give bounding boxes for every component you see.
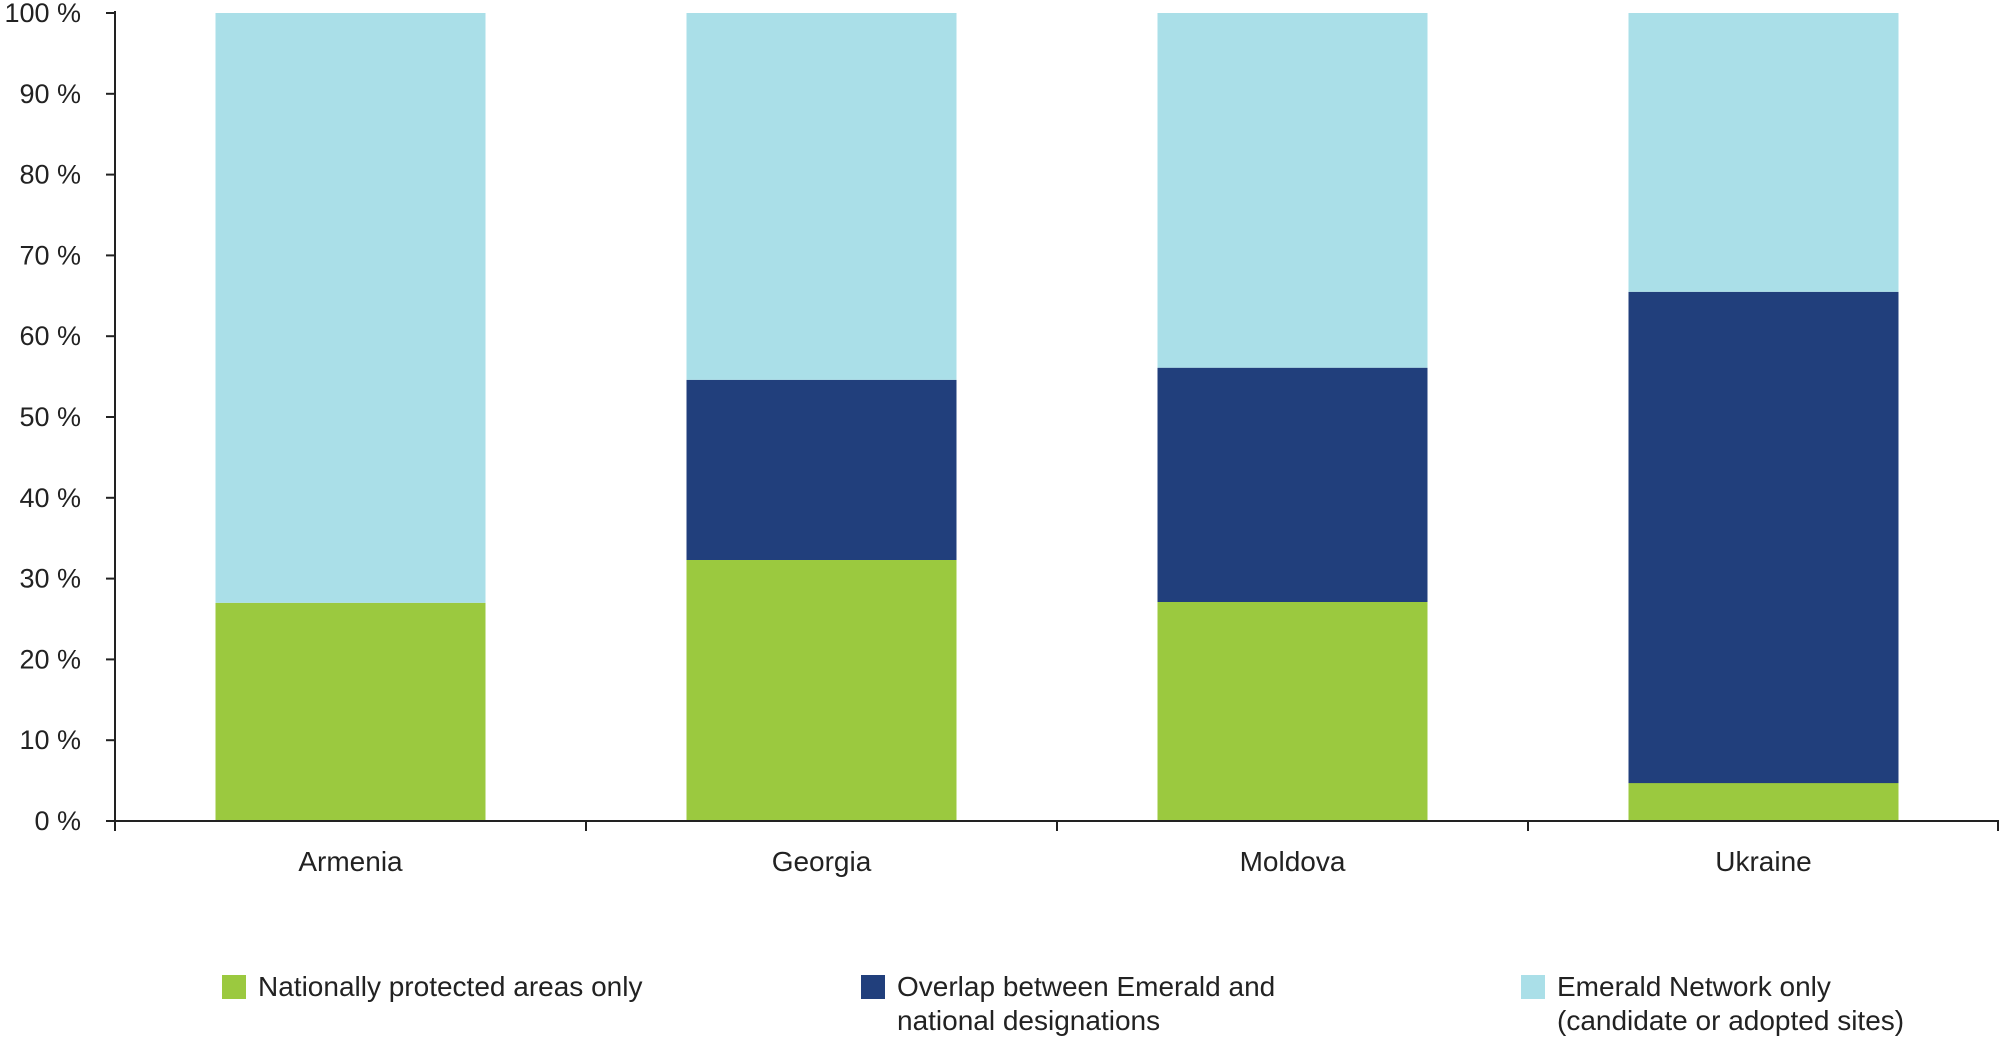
legend-item: Overlap between Emerald and national desi… (861, 970, 1275, 1038)
legend-label-line: (candidate or adopted sites) (1557, 1005, 1905, 1036)
category-label: Georgia (772, 846, 872, 877)
legend-label: Overlap between Emerald and national desi… (897, 970, 1275, 1038)
legend-label: Emerald Network only (candidate or adopte… (1557, 970, 1904, 1038)
y-tick-label: 70 % (19, 240, 81, 270)
bar-moldova-series-0 (1157, 602, 1428, 821)
legend-item: Nationally protected areas only (222, 970, 642, 1004)
bar-ukraine-series-2 (1628, 13, 1899, 292)
legend-label-line: Nationally protected areas only (258, 971, 643, 1002)
legend-label: Nationally protected areas only (258, 970, 642, 1004)
bar-ukraine-series-1 (1628, 291, 1899, 784)
category-label: Armenia (298, 846, 403, 877)
bar-georgia-series-0 (686, 560, 957, 821)
legend: Nationally protected areas only Overlap b… (0, 970, 1999, 1040)
legend-label-line: Overlap between Emerald and (897, 971, 1276, 1002)
bars-group (215, 13, 1899, 821)
y-tick-label: 80 % (19, 160, 81, 190)
y-tick-label: 10 % (19, 725, 81, 755)
y-tick-label: 90 % (19, 79, 81, 109)
category-label: Moldova (1240, 846, 1346, 877)
bar-georgia-series-1 (686, 379, 957, 560)
bar-moldova-series-2 (1157, 13, 1428, 368)
legend-item: Emerald Network only (candidate or adopte… (1521, 970, 1904, 1038)
y-tick-label: 30 % (19, 564, 81, 594)
labels-group: Armenia Georgia Moldova Ukraine 0 % 10 % 20 % 3… (4, 0, 1811, 877)
bar-armenia-series-0 (215, 602, 486, 821)
legend-label-line: Emerald Network only (1557, 971, 1831, 1002)
legend-swatch (1521, 975, 1545, 999)
legend-swatch (861, 975, 885, 999)
y-tick-label: 100 % (4, 0, 81, 28)
bar-armenia-series-2 (215, 13, 486, 603)
y-tick-label: 20 % (19, 644, 81, 674)
bar-georgia-series-2 (686, 13, 957, 380)
legend-label-line: national designations (897, 1005, 1161, 1036)
y-tick-label: 60 % (19, 321, 81, 351)
y-tick-label: 50 % (19, 402, 81, 432)
y-tick-label: 40 % (19, 483, 81, 513)
bar-ukraine-series-0 (1628, 783, 1899, 821)
y-tick-label: 0 % (34, 806, 81, 836)
legend-swatch (222, 975, 246, 999)
axes-group (106, 11, 1999, 831)
bar-moldova-series-1 (1157, 367, 1428, 602)
category-label: Ukraine (1715, 846, 1811, 877)
